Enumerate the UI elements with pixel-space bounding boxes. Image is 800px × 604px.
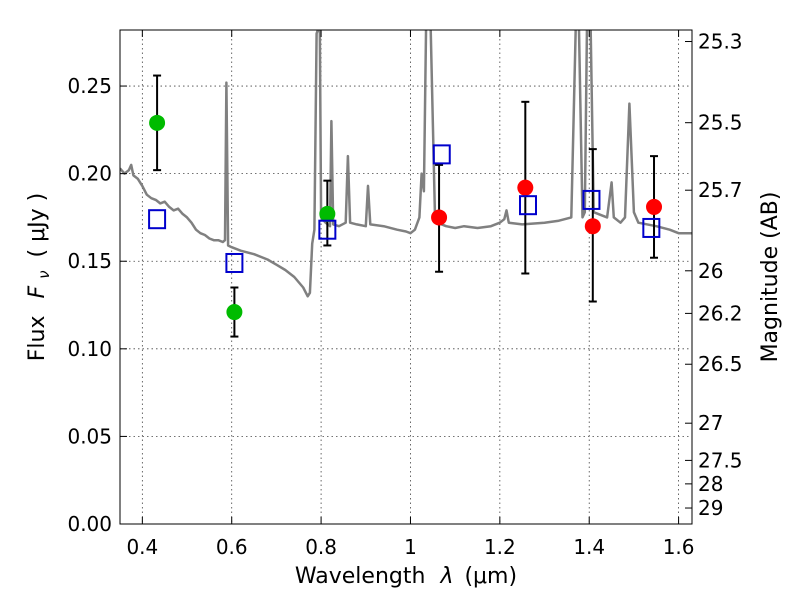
grid-lines: [120, 30, 692, 525]
y-axis-title-text: Flux: [25, 315, 50, 361]
x-axis-title: Wavelength λ (μm): [295, 564, 517, 589]
x-axis-title-unit: (μm): [464, 564, 517, 589]
model-photometry-square: [432, 144, 451, 165]
x-tick-label: 1.6: [663, 535, 695, 559]
model-photometry-square: [642, 217, 661, 238]
observed_red-point: [517, 179, 534, 196]
mag-tick-label: 25.5: [698, 111, 743, 135]
mag-tick-label: 26.5: [698, 352, 743, 376]
x-tick-label: 0.6: [216, 535, 248, 559]
y-axis-title-sub: ν: [35, 270, 53, 278]
y-tick-label: 0.05: [67, 424, 112, 448]
y-axis-title-unit: ( μJy ): [25, 193, 50, 258]
mag-tick-label: 27: [698, 411, 723, 435]
y-tick-label: 0.10: [67, 337, 112, 361]
model-photometry-square: [318, 219, 337, 240]
observed_red-point: [646, 198, 663, 215]
model-photometry-square: [148, 209, 167, 230]
observed_green-point: [319, 205, 336, 222]
plot-frame: [119, 29, 693, 525]
x-tick-label: 1: [404, 535, 417, 559]
mag-tick-label: 27.5: [698, 448, 743, 472]
model-photometry-square: [225, 252, 244, 273]
observed_red-point: [584, 218, 601, 235]
model-photometry-square: [518, 195, 537, 216]
mag-tick-label: 26.2: [698, 301, 743, 325]
mag-tick-label: 28: [698, 472, 723, 496]
mag-tick-label: 25.3: [698, 30, 743, 54]
tick-marks: [120, 30, 692, 525]
y-tick-label: 0.00: [67, 512, 112, 536]
mag-tick-label: 26: [698, 259, 723, 283]
tick-labels: 0.4 0.6 0.8 1 1.2 1.4 1.6 0.00 0.05 0.10 0.15 0.20 0…: [67, 30, 742, 559]
observed_green-point: [149, 114, 166, 131]
x-tick-label: 1.4: [573, 535, 605, 559]
y-tick-label: 0.20: [67, 162, 112, 186]
y2-axis-title: Magnitude (AB): [758, 192, 783, 363]
marker-layer: [148, 114, 663, 321]
x-tick-label: 0.8: [305, 535, 337, 559]
x-tick-label: 0.4: [126, 535, 158, 559]
mag-tick-label: 29: [698, 496, 723, 520]
y-axis-title: Flux F ν ( μJy ): [25, 193, 55, 361]
model-spectrum-line: [120, 30, 692, 298]
x-tick-label: 1.2: [484, 535, 516, 559]
observed_red-point: [431, 209, 448, 226]
mag-tick-label: 25.7: [698, 178, 743, 202]
observed_green-point: [226, 304, 243, 321]
x-axis-title-symbol: λ: [439, 564, 453, 589]
y-tick-label: 0.25: [67, 74, 112, 98]
y-axis-title-symbol: F: [25, 285, 50, 298]
x-axis-title-text: Wavelength: [295, 564, 426, 589]
spectrum-layer: [120, 30, 692, 298]
model-photometry-square: [582, 189, 601, 210]
y-tick-label: 0.15: [67, 249, 112, 273]
